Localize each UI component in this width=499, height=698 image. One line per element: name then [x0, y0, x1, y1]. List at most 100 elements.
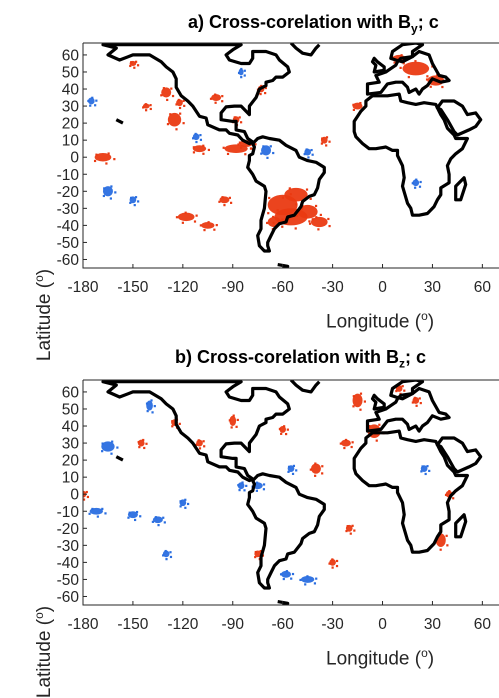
- coastline-arabia: [435, 99, 483, 137]
- positive-speckle: [441, 85, 444, 89]
- negative-correlation-region: [102, 186, 113, 197]
- negative-correlation-region: [101, 441, 115, 452]
- x-tick-label: -120: [167, 279, 198, 296]
- negative-speckle: [91, 507, 94, 511]
- negative-speckle: [415, 178, 418, 181]
- positive-speckle: [368, 425, 371, 428]
- positive-speckle: [197, 439, 200, 442]
- negative-speckle: [162, 516, 165, 519]
- negative-speckle: [241, 481, 244, 484]
- positive-speckle: [136, 64, 140, 67]
- positive-speckle: [328, 562, 331, 565]
- positive-speckle: [359, 392, 363, 395]
- y-tick-label: 0: [70, 150, 79, 167]
- positive-speckle: [237, 143, 240, 146]
- positive-speckle: [353, 529, 356, 532]
- positive-speckle: [378, 423, 381, 426]
- positive-speckle: [203, 229, 206, 232]
- negative-speckle: [299, 578, 302, 582]
- y-tick-label: -40: [57, 218, 80, 235]
- y-tick-label: -50: [57, 235, 80, 252]
- negative-speckle: [179, 500, 182, 503]
- negative-speckle: [255, 489, 258, 492]
- positive-speckle: [235, 425, 238, 428]
- negative-speckle: [162, 554, 165, 557]
- positive-speckle: [294, 203, 298, 206]
- negative-speckle: [195, 140, 198, 144]
- negative-speckle: [137, 200, 140, 203]
- positive-speckle: [402, 62, 405, 65]
- positive-speckle: [209, 97, 213, 100]
- positive-speckle: [171, 94, 175, 98]
- positive-speckle: [295, 214, 299, 217]
- x-tick-label: 60: [474, 616, 492, 633]
- positive-speckle: [335, 559, 339, 563]
- positive-speckle: [276, 209, 279, 212]
- positive-speckle: [142, 438, 145, 442]
- x-tick-label: 0: [378, 616, 387, 633]
- negative-speckle: [134, 196, 138, 199]
- negative-speckle: [151, 520, 154, 523]
- coastline-uk: [370, 56, 386, 74]
- positive-speckle: [325, 136, 329, 139]
- positive-speckle: [239, 121, 243, 124]
- positive-speckle: [214, 101, 217, 104]
- coastline-antarctic-tip: [277, 263, 290, 268]
- x-axis-label: Longitude (o): [326, 646, 435, 670]
- negative-speckle: [256, 481, 259, 484]
- positive-speckle: [259, 92, 262, 96]
- positive-speckle: [254, 550, 257, 554]
- negative-speckle: [94, 104, 97, 107]
- positive-speckle: [328, 224, 331, 228]
- positive-speckle: [281, 196, 285, 199]
- positive-speckle: [267, 212, 270, 215]
- y-tick-label: 50: [62, 401, 80, 418]
- negative-speckle: [134, 518, 137, 522]
- positive-speckle: [359, 101, 362, 105]
- negative-speckle: [240, 76, 243, 79]
- negative-correlation-region: [162, 550, 170, 558]
- positive-speckle: [363, 400, 366, 403]
- positive-speckle: [264, 86, 267, 90]
- positive-speckle: [213, 228, 216, 231]
- positive-correlation-region: [219, 196, 230, 204]
- negative-speckle: [243, 489, 246, 492]
- negative-speckle: [169, 555, 173, 559]
- positive-speckle: [181, 221, 184, 224]
- coastline-greenland: [289, 43, 321, 57]
- positive-speckle: [335, 564, 339, 568]
- positive-speckle: [309, 468, 312, 471]
- positive-speckle: [268, 196, 271, 200]
- positive-correlation-region: [211, 94, 222, 101]
- positive-speckle: [407, 76, 410, 79]
- coastline-south-america: [246, 135, 326, 253]
- positive-speckle: [344, 438, 348, 442]
- positive-speckle: [162, 87, 166, 90]
- positive-speckle: [352, 395, 355, 398]
- positive-speckle: [321, 465, 324, 468]
- positive-speckle: [286, 428, 289, 431]
- negative-speckle: [135, 510, 139, 514]
- positive-correlation-region: [192, 145, 207, 153]
- positive-speckle: [129, 64, 132, 68]
- negative-speckle: [169, 551, 172, 554]
- x-tick-label: -90: [222, 616, 245, 633]
- positive-speckle: [399, 66, 402, 69]
- positive-speckle: [130, 61, 133, 64]
- positive-speckle: [294, 227, 297, 230]
- positive-speckle: [375, 439, 378, 442]
- negative-correlation-region: [152, 516, 163, 524]
- positive-speckle: [343, 446, 346, 450]
- positive-speckle: [321, 137, 324, 140]
- coastline-greenland: [289, 380, 321, 394]
- y-tick-label: 40: [62, 82, 80, 99]
- positive-speckle: [345, 529, 348, 533]
- positive-speckle: [192, 146, 195, 149]
- x-tick-label: -30: [321, 616, 344, 633]
- positive-speckle: [281, 218, 284, 221]
- negative-speckle: [130, 196, 133, 199]
- positive-speckle: [249, 147, 253, 150]
- positive-speckle: [145, 109, 148, 112]
- positive-speckle: [319, 213, 322, 217]
